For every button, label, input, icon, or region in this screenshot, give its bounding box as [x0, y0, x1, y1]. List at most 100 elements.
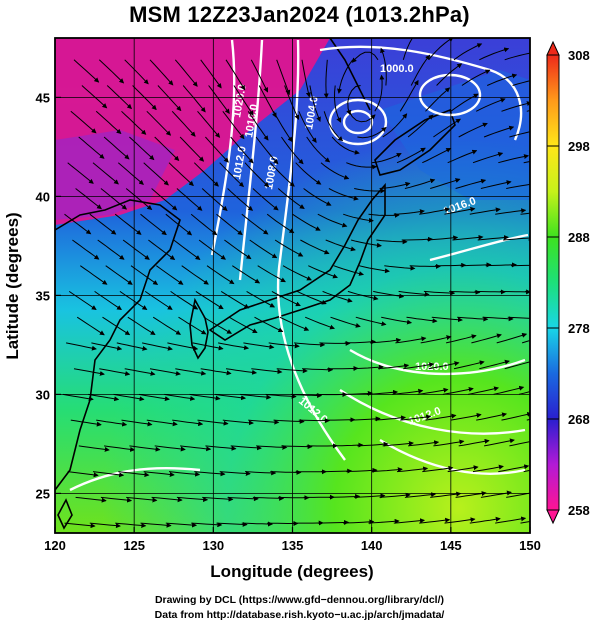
wind-streamline [337, 59, 354, 94]
wind-streamline [472, 152, 504, 164]
wind-streamline [97, 239, 125, 260]
wind-streamline [495, 516, 527, 524]
wind-streamline [331, 136, 360, 155]
wind-streamline [173, 239, 201, 260]
wind-streamline [404, 178, 436, 189]
wind-streamline [249, 239, 278, 259]
wind-streamline [92, 162, 119, 185]
wind-streamline [449, 289, 481, 295]
wind-streamline [343, 213, 374, 223]
wind-streamline [501, 411, 530, 421]
wind-streamline [281, 444, 313, 450]
x-tick-label: 125 [123, 538, 145, 553]
wind-streamline [406, 316, 438, 324]
wind-streamline [254, 316, 284, 333]
wind-streamline [143, 162, 169, 186]
wind-streamline [154, 445, 186, 452]
x-tick-label: 130 [202, 538, 224, 553]
wind-streamline [379, 492, 411, 498]
wind-streamline [428, 38, 454, 61]
wind-streamline [521, 339, 530, 344]
wind-streamline [100, 496, 133, 503]
wind-streamline [105, 265, 133, 285]
wind-streamline [306, 136, 331, 163]
wind-streamline [509, 441, 530, 447]
wind-streamline [179, 136, 205, 162]
wind-streamline [241, 521, 274, 527]
wind-streamline [248, 419, 280, 425]
x-tick-label: 120 [44, 538, 66, 553]
wind-streamline [506, 183, 530, 189]
wind-streamline [218, 342, 250, 351]
wind-streamline [349, 416, 381, 422]
wind-streamline [197, 419, 229, 426]
wind-streamline [520, 212, 530, 215]
wind-streamline [151, 188, 178, 211]
wind-streamline [171, 110, 196, 137]
wind-streamline [80, 265, 108, 285]
wind-streamline [292, 213, 321, 231]
wind-streamline [482, 316, 514, 322]
wind-streamline [220, 290, 250, 309]
wind-streamline [181, 265, 209, 285]
wind-streamline [506, 492, 530, 498]
wind-streamline [270, 469, 302, 475]
y-axis: 25 30 35 40 45 [36, 90, 61, 501]
y-tick-label: 35 [36, 288, 50, 303]
wind-streamline [350, 239, 382, 248]
colorbar-tick-label: 258 [568, 503, 590, 518]
wind-streamline [240, 393, 272, 400]
wind-streamline [323, 111, 344, 142]
wind-streamline [330, 316, 361, 328]
wind-streamline [374, 74, 385, 112]
wind-streamline [103, 136, 130, 160]
wind-streamline [479, 359, 510, 370]
wind-streamline [64, 213, 92, 235]
colorbar-tick-label: 308 [568, 48, 590, 63]
wind-streamline [228, 316, 258, 334]
wind-streamline [410, 54, 431, 86]
wind-streamline [225, 368, 258, 375]
wind-streamline [422, 147, 452, 164]
wind-streamline [319, 340, 351, 346]
wind-streamline [89, 213, 117, 235]
wind-streamline [70, 110, 97, 134]
wind-streamline [409, 263, 441, 269]
wind-streamline [143, 471, 175, 477]
wind-streamline [193, 162, 219, 187]
wind-streamline [219, 470, 251, 476]
wind-streamline [72, 239, 100, 260]
wind-streamline [75, 188, 102, 210]
wind-streamline [206, 265, 235, 285]
wind-streamline [246, 290, 276, 308]
x-axis: 120 125 130 135 140 145 150 [44, 527, 541, 553]
wind-streamline [396, 466, 429, 473]
wind-streamline [174, 59, 198, 87]
wind-streamline [269, 162, 295, 187]
wind-streamline [398, 290, 430, 297]
wind-streamline [442, 386, 474, 395]
wind-streamline [121, 419, 153, 427]
wind-streamline [328, 494, 361, 500]
wind-streamline [323, 59, 329, 99]
wind-streamline [309, 85, 321, 122]
wind-streamline [468, 386, 500, 395]
wind-streamline [176, 496, 209, 502]
wind-streamline [282, 265, 312, 281]
wind-streamline [78, 136, 105, 159]
isobar-label: 1012.0 [231, 145, 249, 180]
wind-streamline [165, 522, 198, 528]
wind-streamline [113, 393, 145, 402]
wind-streamline [225, 59, 246, 91]
wind-streamline [203, 316, 233, 334]
wind-streamline [498, 154, 530, 164]
wind-streamline [444, 206, 476, 215]
wind-streamline [518, 391, 530, 395]
wind-streamline [469, 207, 501, 215]
wind-streamline [276, 59, 291, 96]
wind-streamline [274, 239, 304, 257]
wind-streamline [370, 337, 402, 344]
wind-streamline [117, 162, 144, 185]
wind-streamline [374, 415, 407, 421]
wind-streamline [430, 178, 461, 189]
